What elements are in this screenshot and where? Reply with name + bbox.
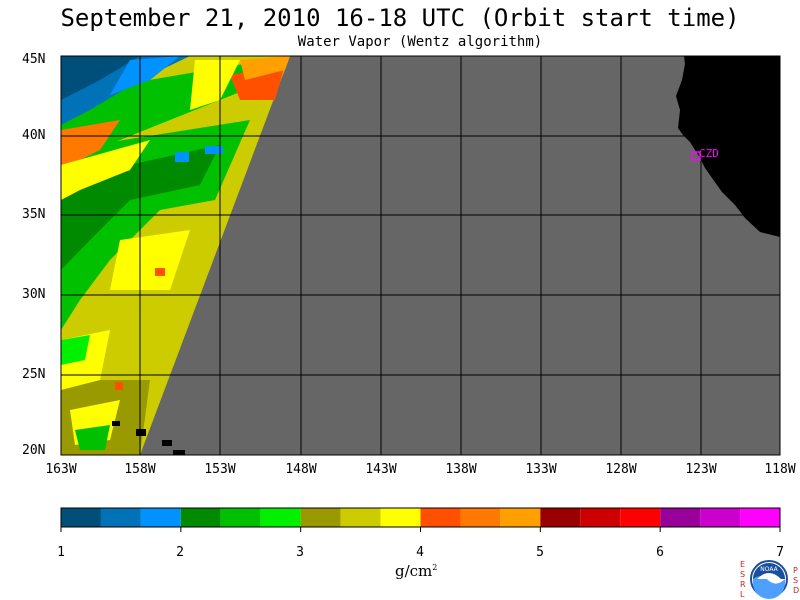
station-marker-czd <box>691 151 701 161</box>
units-superscript: 2 <box>432 563 438 572</box>
lon-label-158w: 158W <box>124 462 156 477</box>
colorbar-swatch-14 <box>580 508 621 527</box>
colorbar-tick-5: 5 <box>536 545 544 560</box>
logo-letter-p: P <box>793 566 798 575</box>
colorbar-swatch-12 <box>500 508 541 527</box>
lon-label-143w: 143W <box>365 462 397 477</box>
colorbar-tick-4: 4 <box>416 545 424 560</box>
colorbar-swatch-13 <box>540 508 581 527</box>
logo-letter-e: E <box>740 560 746 569</box>
lon-label-148w: 148W <box>285 462 317 477</box>
colorbar-swatch-2 <box>100 508 141 527</box>
colorbar-swatch-5 <box>220 508 261 527</box>
units-text: g/cm <box>395 562 433 580</box>
lat-label-20n: 20N <box>22 443 46 458</box>
colorbar-swatch-4 <box>180 508 221 527</box>
colorbar-swatch-9 <box>380 508 421 527</box>
logo-letter-l: L <box>740 590 745 599</box>
lon-label-123w: 123W <box>685 462 717 477</box>
swath-data <box>61 56 290 455</box>
hawaii-islands <box>112 421 185 455</box>
logo-letter-s2: S <box>793 576 799 585</box>
colorbar-swatch-8 <box>340 508 381 527</box>
lon-label-128w: 128W <box>605 462 637 477</box>
logo-letter-d: D <box>793 586 800 595</box>
lon-label-153w: 153W <box>204 462 236 477</box>
colorbar-swatch-10 <box>420 508 461 527</box>
colorbar-tick-7: 7 <box>776 545 784 560</box>
colorbar-swatch-7 <box>300 508 341 527</box>
lon-label-118w: 118W <box>764 462 796 477</box>
colorbar-swatch-1 <box>61 508 101 527</box>
colorbar-tick-3: 3 <box>296 545 304 560</box>
logo-letter-s: S <box>740 570 746 579</box>
colorbar-units: g/cm2 <box>395 562 437 580</box>
lat-label-40n: 40N <box>22 128 46 143</box>
colorbar-swatch-3 <box>140 508 181 527</box>
lon-label-133w: 133W <box>525 462 557 477</box>
colorbar-tick-2: 2 <box>176 545 184 560</box>
california-landmass <box>676 56 780 237</box>
colorbar-swatch-15 <box>620 508 661 527</box>
lat-label-25n: 25N <box>22 367 46 382</box>
colorbar-tick-1: 1 <box>57 545 65 560</box>
lon-label-163w: 163W <box>45 462 77 477</box>
colorbar-swatch-18 <box>740 508 780 527</box>
noaa-emblem-icon: NOAA <box>750 560 788 599</box>
colorbar-swatch-11 <box>460 508 501 527</box>
station-label: CZD <box>699 147 719 160</box>
lat-label-45n: 45N <box>22 52 46 67</box>
lat-label-35n: 35N <box>22 207 46 222</box>
map-subtitle: Water Vapor (Wentz algorithm) <box>297 34 543 50</box>
lat-label-30n: 30N <box>22 287 46 302</box>
noaa-text: NOAA <box>760 566 778 573</box>
map-title: September 21, 2010 16-18 UTC (Orbit star… <box>60 4 740 32</box>
noaa-esrl-psd-logo: E S R L NOAA P S D <box>735 558 800 600</box>
colorbar-swatch-17 <box>700 508 741 527</box>
colorbar <box>60 507 781 532</box>
lon-label-138w: 138W <box>445 462 477 477</box>
colorbar-swatch-6 <box>260 508 301 527</box>
colorbar-swatch-16 <box>660 508 701 527</box>
colorbar-tick-6: 6 <box>656 545 664 560</box>
graticule <box>61 56 780 455</box>
logo-letter-r: R <box>740 580 746 589</box>
map-frame <box>60 55 781 456</box>
